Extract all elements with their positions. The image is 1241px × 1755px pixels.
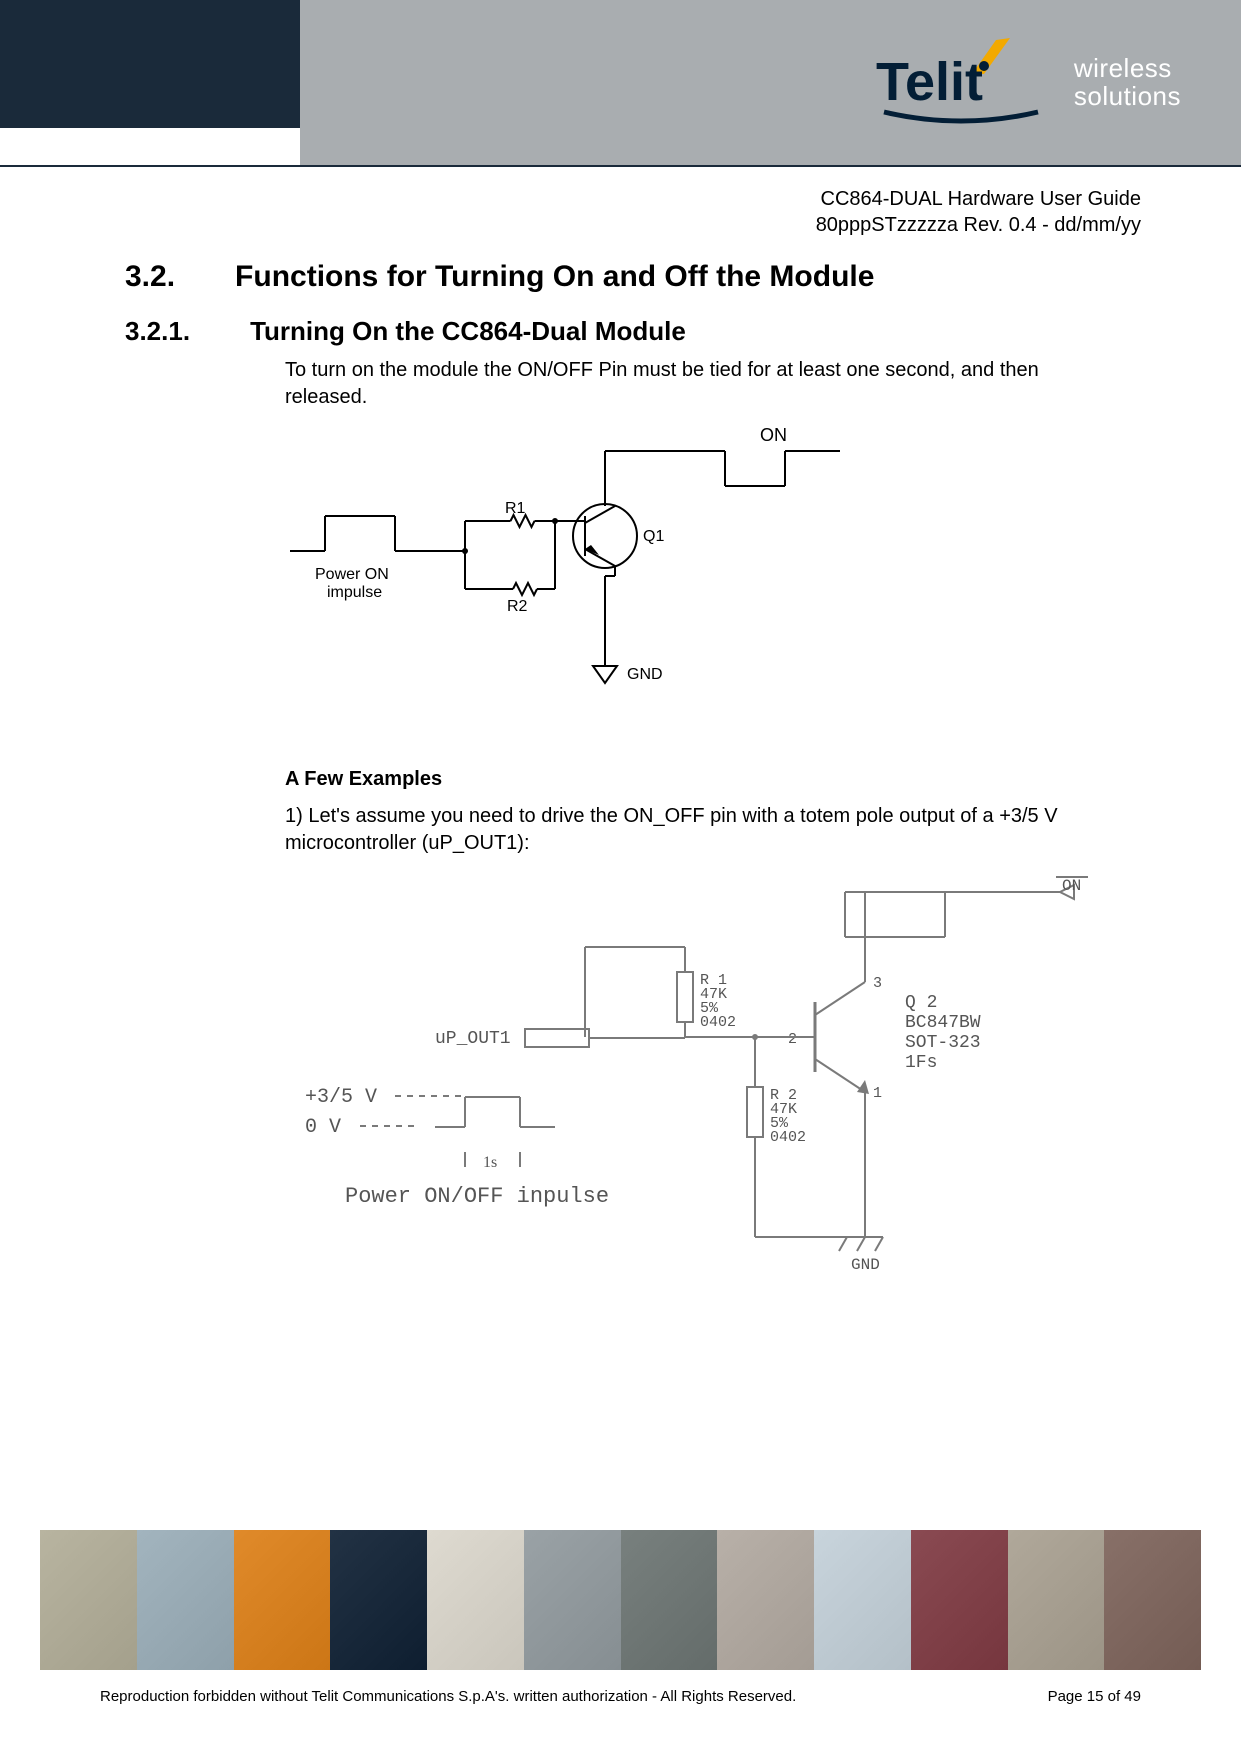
header-dark-block xyxy=(0,0,300,128)
svg-text:SOT-323: SOT-323 xyxy=(905,1033,981,1053)
svg-text:0402: 0402 xyxy=(770,1129,806,1146)
svg-text:Telit: Telit xyxy=(876,52,983,112)
svg-text:R2: R2 xyxy=(507,598,528,615)
svg-text:3: 3 xyxy=(873,975,882,992)
footer-tile xyxy=(717,1530,814,1670)
brand-logo: Telit wireless solutions xyxy=(876,38,1181,128)
svg-text:2: 2 xyxy=(788,1031,797,1048)
svg-text:R1: R1 xyxy=(505,500,526,517)
svg-text:0402: 0402 xyxy=(700,1014,736,1031)
logo-tagline: wireless solutions xyxy=(1074,55,1181,110)
circuit-diagram-2: ON321Q 2BC847BWSOT-3231FsR 147K5%0402uP_… xyxy=(285,867,1105,1297)
svg-text:1: 1 xyxy=(873,1085,882,1102)
page-header: Telit wireless solutions xyxy=(0,0,1241,170)
header-underline xyxy=(0,165,1241,167)
svg-text:impulse: impulse xyxy=(327,584,382,601)
doc-meta: CC864-DUAL Hardware User Guide 80pppSTzz… xyxy=(816,186,1141,238)
footer-tile xyxy=(814,1530,911,1670)
h1-text: Functions for Turning On and Off the Mod… xyxy=(235,260,874,294)
footer-tile xyxy=(1008,1530,1105,1670)
header-gray-block: Telit wireless solutions xyxy=(300,0,1241,165)
footer-tile xyxy=(234,1530,331,1670)
paragraph-2: 1) Let's assume you need to drive the ON… xyxy=(285,803,1125,857)
paragraph-1: To turn on the module the ON/OFF Pin mus… xyxy=(285,357,1125,411)
footer-page: Page 15 of 49 xyxy=(1048,1688,1141,1705)
footer-tile xyxy=(330,1530,427,1670)
svg-text:ON: ON xyxy=(760,425,787,445)
diagram-1: ON Q1 Power ONimpulse R1 R2 GND xyxy=(285,421,1125,706)
svg-text:GND: GND xyxy=(851,1256,880,1274)
diagram-2: ON321Q 2BC847BWSOT-3231FsR 147K5%0402uP_… xyxy=(285,867,1125,1302)
svg-text:Q1: Q1 xyxy=(643,528,664,545)
footer-tile xyxy=(137,1530,234,1670)
svg-text:GND: GND xyxy=(627,666,663,683)
circuit-diagram-1: ON Q1 Power ONimpulse R1 R2 GND xyxy=(285,421,845,701)
heading-1: 3.2. Functions for Turning On and Off th… xyxy=(125,260,1125,294)
footer-copyright: Reproduction forbidden without Telit Com… xyxy=(100,1688,796,1705)
examples-title: A Few Examples xyxy=(285,766,1125,793)
footer-text: Reproduction forbidden without Telit Com… xyxy=(100,1688,1141,1705)
svg-text:Q 2: Q 2 xyxy=(905,993,937,1013)
svg-text:Power ON/OFF inpulse: Power ON/OFF inpulse xyxy=(345,1184,609,1209)
tagline-2: solutions xyxy=(1074,83,1181,110)
doc-title: CC864-DUAL Hardware User Guide xyxy=(816,186,1141,212)
footer-tile xyxy=(40,1530,137,1670)
footer-tile xyxy=(524,1530,621,1670)
h1-number: 3.2. xyxy=(125,260,175,294)
doc-rev: 80pppSTzzzzza Rev. 0.4 - dd/mm/yy xyxy=(816,212,1141,238)
svg-text:uP_OUT1: uP_OUT1 xyxy=(435,1029,511,1049)
footer-tile xyxy=(621,1530,718,1670)
footer-tile xyxy=(427,1530,524,1670)
svg-text:Power ON: Power ON xyxy=(315,566,389,583)
tagline-1: wireless xyxy=(1074,55,1181,82)
svg-text:BC847BW: BC847BW xyxy=(905,1013,981,1033)
svg-text:ON: ON xyxy=(1062,877,1081,895)
page-content: 3.2. Functions for Turning On and Off th… xyxy=(125,260,1125,1332)
footer-image-strip xyxy=(40,1530,1201,1670)
svg-text:0 V: 0 V xyxy=(305,1116,341,1139)
svg-text:1Fs: 1Fs xyxy=(905,1053,937,1073)
telit-logo-icon: Telit xyxy=(876,38,1056,128)
h2-text: Turning On the CC864-Dual Module xyxy=(250,316,686,347)
svg-text:1s: 1s xyxy=(483,1154,497,1171)
svg-text:+3/5 V: +3/5 V xyxy=(305,1086,377,1109)
footer-tile xyxy=(1104,1530,1201,1670)
footer-tile xyxy=(911,1530,1008,1670)
h2-number: 3.2.1. xyxy=(125,316,190,347)
heading-2: 3.2.1. Turning On the CC864-Dual Module xyxy=(125,316,1125,347)
